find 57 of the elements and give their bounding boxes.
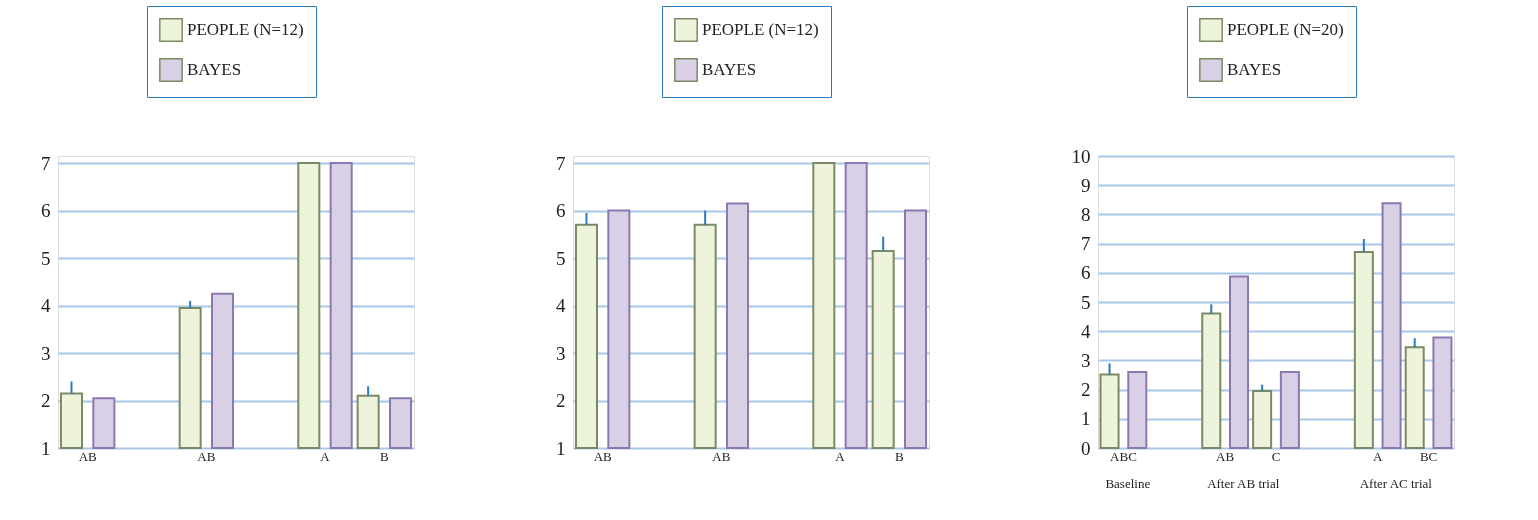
text: After AB trial (1207, 476, 1280, 491)
y-tick-label: 4 (556, 295, 566, 317)
x-tick-label: A (835, 448, 846, 464)
legend-label: BAYES (187, 60, 242, 79)
x-tick-label: AB (712, 448, 731, 464)
y-tick-label: 1 (1081, 408, 1091, 430)
text: Baseline (1105, 476, 1151, 491)
x-tick-label: AB (78, 448, 98, 464)
x-tick-label: A (320, 448, 331, 464)
y-tick-label: 2 (556, 390, 566, 412)
bar (1201, 312, 1222, 449)
y-tick-label: 3 (556, 342, 566, 364)
y-tick-label: 9 (1081, 174, 1091, 196)
bar (1252, 390, 1273, 449)
x-tick-label: AB (1216, 448, 1235, 464)
y-tick-label: 7 (1081, 233, 1091, 255)
y-tick-label: 5 (41, 247, 51, 269)
x-tick-label: A (1373, 448, 1384, 464)
bar (1432, 336, 1453, 449)
x-tick-label: C (1271, 448, 1281, 464)
y-tick-label: 3 (1081, 349, 1091, 371)
y-tick-label: 6 (556, 200, 566, 222)
y-tick-label: 7 (556, 152, 566, 174)
bar (1127, 371, 1148, 449)
legend-label: BAYES (702, 60, 757, 79)
bar (1099, 373, 1120, 449)
bar (1381, 202, 1402, 449)
y-tick-label: 0 (1081, 437, 1091, 459)
legend-label: PEOPLE (N=20) (1227, 20, 1344, 39)
legend-label: BAYES (1227, 60, 1282, 79)
legend-label: PEOPLE (N=12) (187, 20, 304, 39)
x-tick-label: AB (593, 448, 613, 464)
y-tick-label: 5 (1081, 291, 1091, 313)
y-tick-label: 6 (1081, 262, 1091, 284)
y-tick-label: 2 (1081, 379, 1091, 401)
bar (1353, 251, 1374, 449)
y-tick-label: 2 (41, 390, 51, 412)
x-tick-label: B (895, 448, 904, 464)
bar (1229, 275, 1250, 449)
legend-label: PEOPLE (N=12) (702, 20, 819, 39)
bar (1279, 371, 1300, 449)
y-tick-label: 8 (1081, 203, 1091, 225)
bar (1404, 346, 1425, 449)
y-tick-label: 4 (1081, 320, 1091, 342)
y-tick-label: 1 (41, 437, 51, 459)
x-tick-label: AB (197, 448, 216, 464)
y-tick-label: 6 (41, 200, 51, 222)
y-tick-label: 4 (41, 295, 51, 317)
x-tick-label: BC (1419, 448, 1438, 464)
y-tick-label: 5 (556, 247, 566, 269)
x-tick-label: ABC (1110, 448, 1137, 464)
text: After AC trial (1359, 476, 1433, 491)
x-tick-label: B (380, 448, 389, 464)
y-tick-label: 3 (41, 342, 51, 364)
y-tick-label: 10 (1071, 145, 1091, 167)
y-tick-label: 1 (556, 437, 566, 459)
y-tick-label: 7 (41, 152, 51, 174)
